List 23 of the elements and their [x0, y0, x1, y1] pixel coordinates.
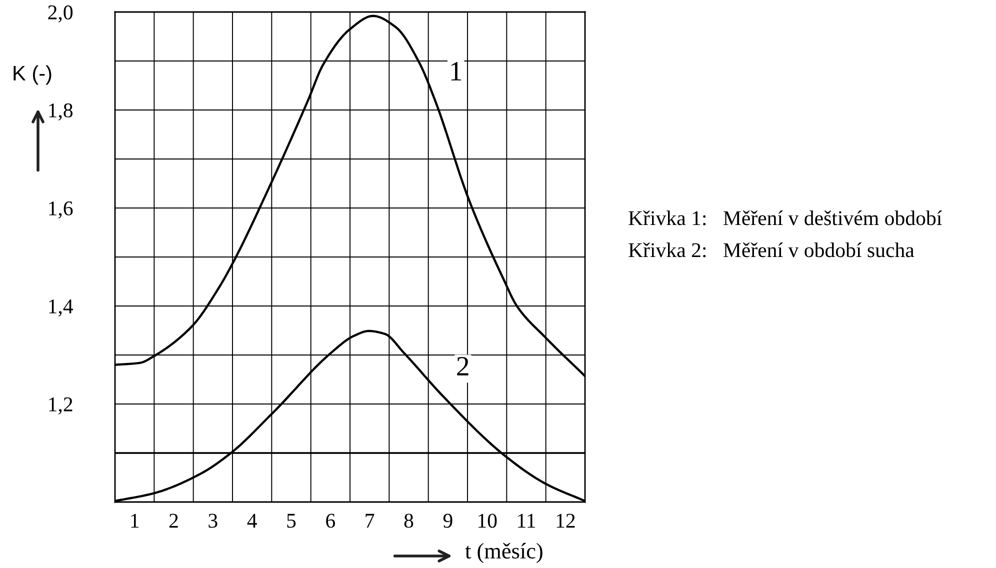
x-tick-label: 2 [169, 514, 178, 528]
y-axis-title: K (-) [14, 65, 52, 85]
y-tick-label: 1,2 [49, 397, 72, 414]
x-tick-label: 8 [404, 514, 414, 528]
y-tick-label: 1,6 [49, 201, 73, 218]
annotation: 2 [457, 356, 468, 376]
x-tick-label: 9 [443, 514, 452, 528]
y-tick-label: 1,8 [49, 103, 73, 120]
x-tick-label: 4 [247, 514, 257, 528]
y-tick-label: 1,4 [49, 299, 74, 316]
x-tick-label: 7 [366, 514, 374, 528]
x-tick-label: 11 [518, 514, 536, 528]
x-tick-label: 6 [326, 514, 336, 528]
x-axis-title: t (měsíc) [465, 542, 542, 564]
x-tick-label: 1 [131, 514, 139, 528]
annotation: 1 [451, 62, 462, 80]
x-tick-label: 12 [556, 514, 575, 528]
text: Křivka 2: Měření v období sucha [628, 242, 914, 258]
x-tick-label: 3 [208, 514, 218, 528]
text: Křivka 1: Měření v deštivém období [628, 210, 942, 226]
y-tick-label: 2,0 [48, 5, 73, 22]
x-tick-label: 10 [478, 514, 497, 528]
x-tick-label: 5 [287, 514, 296, 528]
